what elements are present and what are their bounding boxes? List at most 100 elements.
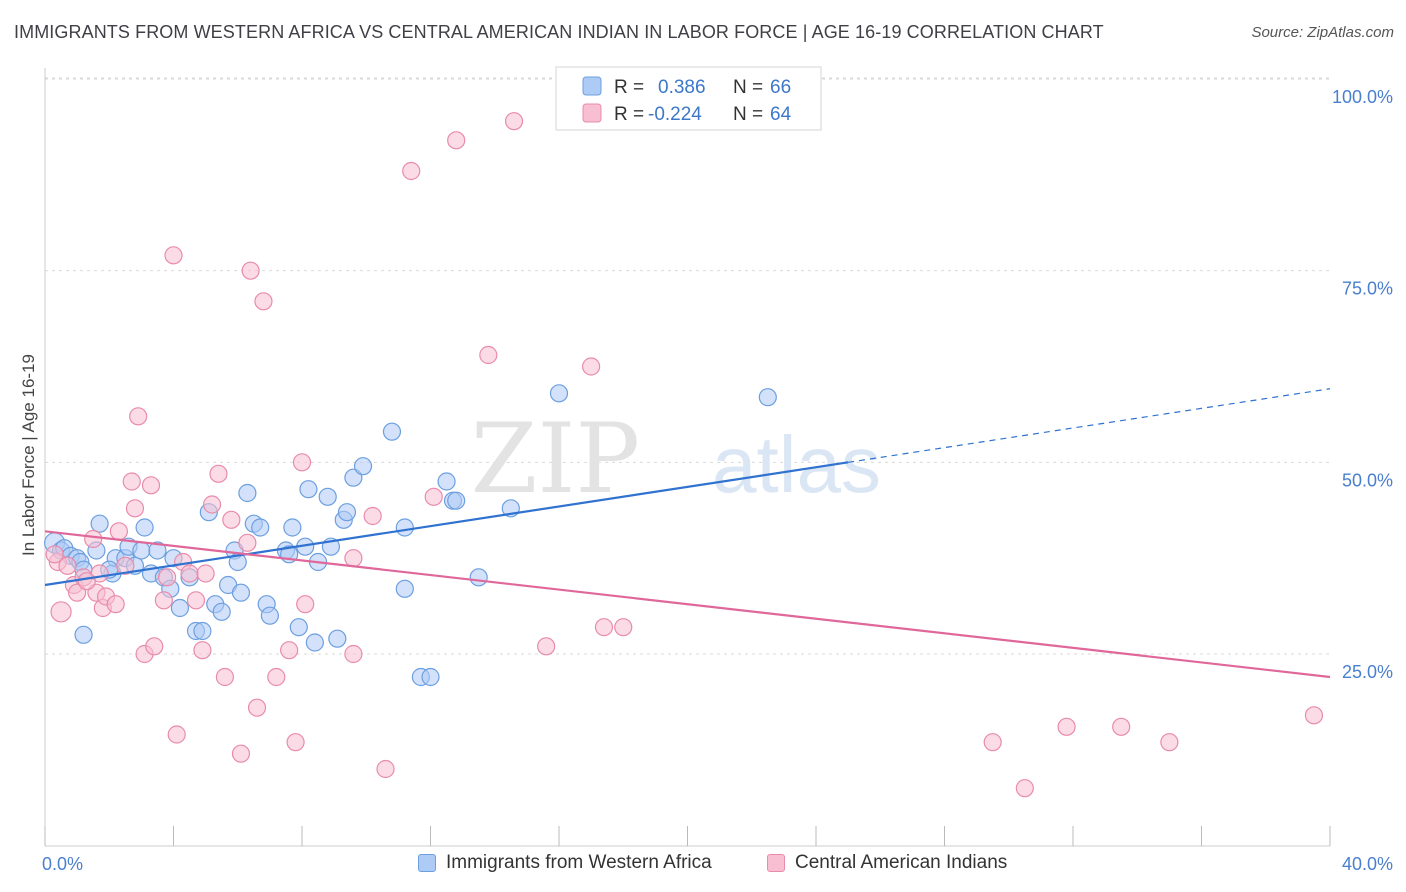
point-western-africa (170, 598, 190, 618)
point-central-american-indians (50, 601, 72, 623)
chart-title: IMMIGRANTS FROM WESTERN AFRICA VS CENTRA… (14, 22, 1104, 42)
point-central-american-indians (1304, 706, 1324, 725)
legend-top: R = 0.386 N = 66 R = -0.224 N = 64 (555, 66, 822, 131)
point-central-american-indians (363, 506, 382, 526)
legend-swatch-central-american-indians (767, 854, 785, 872)
point-central-american-indians (241, 261, 260, 280)
point-western-africa (758, 388, 777, 407)
watermark-zip: ZIP (471, 403, 640, 515)
point-central-american-indians (45, 545, 64, 564)
point-central-american-indians (286, 733, 305, 752)
point-central-american-indians (129, 407, 148, 426)
point-central-american-indians (167, 725, 186, 744)
point-central-american-indians (122, 472, 141, 491)
point-western-africa (212, 602, 231, 621)
watermark-atlas: atlas (712, 420, 881, 509)
point-western-africa (469, 568, 488, 587)
point-central-american-indians (164, 246, 183, 265)
legend-n-value-pink: 64 (770, 104, 792, 125)
point-central-american-indians (116, 556, 135, 575)
x-tick-label-end: 40.0% (1342, 854, 1393, 874)
point-western-africa (437, 472, 456, 491)
legend-item-western-africa: Immigrants from Western Africa (418, 852, 712, 874)
point-central-american-indians (125, 499, 145, 518)
point-central-american-indians (447, 131, 466, 150)
point-central-american-indians (247, 698, 267, 717)
point-central-american-indians (215, 667, 234, 687)
point-western-africa (132, 541, 151, 560)
x-tick-label-start: 0.0% (42, 854, 83, 874)
point-central-american-indians (193, 641, 212, 660)
point-central-american-indians (186, 591, 206, 610)
point-central-american-indians (154, 591, 173, 610)
trend-lines (44, 388, 1331, 679)
y-tick-label: 50.0% (1342, 470, 1393, 490)
trend-line-western-africa (44, 461, 849, 587)
point-central-american-indians (594, 618, 614, 637)
point-central-american-indians (77, 572, 96, 591)
point-central-american-indians (296, 595, 315, 614)
point-central-american-indians (402, 161, 421, 181)
point-central-american-indians (109, 522, 128, 541)
point-western-africa (238, 483, 257, 503)
legend-swatch-pink (582, 103, 602, 123)
point-western-africa (283, 518, 302, 537)
point-central-american-indians (222, 510, 241, 529)
point-western-africa (74, 625, 93, 644)
point-western-africa (135, 518, 154, 537)
source-note: Source: ZipAtlas.com (1251, 24, 1394, 41)
point-western-africa (353, 457, 373, 476)
point-central-american-indians (180, 564, 199, 583)
point-western-africa (421, 667, 440, 687)
trend-line-western-africa-extension (848, 388, 1331, 463)
point-western-africa (148, 541, 167, 560)
point-central-american-indians (344, 549, 363, 568)
point-central-american-indians (196, 564, 215, 583)
point-central-american-indians (145, 637, 164, 656)
point-western-africa (193, 621, 212, 641)
point-central-american-indians (141, 476, 161, 495)
point-central-american-indians (254, 292, 273, 311)
point-central-american-indians (376, 759, 395, 779)
legend-r-value-pink: -0.224 (648, 104, 702, 125)
point-central-american-indians (537, 637, 556, 656)
point-central-american-indians (344, 644, 363, 664)
point-western-africa (260, 606, 279, 625)
point-western-africa (231, 583, 251, 602)
point-central-american-indians (582, 357, 601, 376)
point-western-africa (318, 487, 337, 506)
point-western-africa (90, 514, 109, 533)
y-axis-label: In Labor Force | Age 16-19 (19, 354, 38, 556)
point-western-africa (251, 518, 270, 537)
legend-swatch-blue (582, 76, 602, 96)
point-western-africa (447, 491, 466, 510)
y-tick-label: 25.0% (1342, 662, 1393, 682)
point-central-american-indians (292, 453, 312, 472)
point-central-american-indians (1112, 717, 1131, 736)
point-central-american-indians (58, 556, 77, 575)
point-central-american-indians (1160, 733, 1179, 752)
legend-r-value-blue: 0.386 (658, 77, 706, 98)
point-western-africa (337, 503, 357, 522)
point-central-american-indians (614, 618, 633, 637)
point-central-american-indians (504, 112, 524, 131)
point-western-africa (395, 518, 414, 537)
point-central-american-indians (202, 495, 222, 514)
point-western-africa (299, 480, 318, 499)
point-central-american-indians (238, 533, 257, 552)
point-western-africa (382, 422, 402, 441)
point-central-american-indians (1057, 717, 1076, 736)
legend-swatch-western-africa (418, 854, 436, 872)
legend-r-label-pink: R = (614, 104, 644, 125)
point-western-africa (549, 384, 569, 403)
y-tick-label: 75.0% (1342, 279, 1393, 299)
legend-n-label-blue: N = (733, 77, 763, 98)
point-central-american-indians (479, 345, 498, 365)
data-points (44, 112, 1324, 798)
y-axis-label-group: In Labor Force | Age 16-19 (19, 354, 38, 556)
trend-line-central-american-indians (44, 530, 1331, 679)
legend-n-label-pink: N = (733, 104, 763, 125)
watermark: ZIP atlas (471, 403, 881, 515)
point-central-american-indians (209, 464, 228, 483)
point-central-american-indians (983, 733, 1002, 752)
